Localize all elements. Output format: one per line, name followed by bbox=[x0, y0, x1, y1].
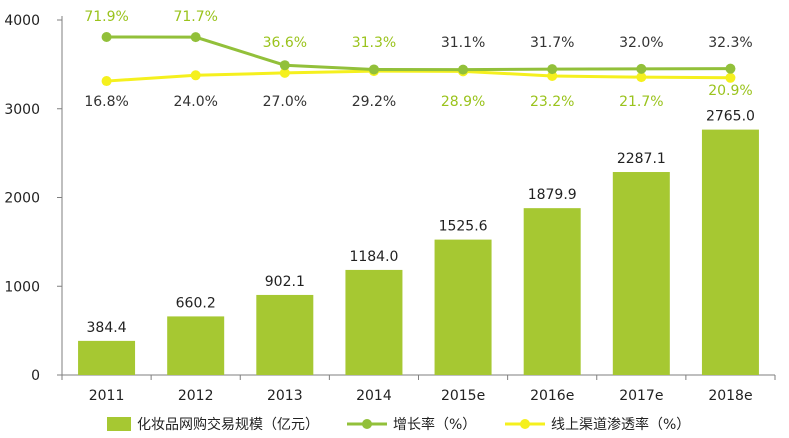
bar bbox=[523, 208, 581, 375]
growth-marker bbox=[190, 32, 201, 43]
growth-value-label: 36.6% bbox=[263, 35, 307, 51]
bar-labels: 384.4 660.2 902.1 1184.0 1525.6 1879.9 2287.1 2… bbox=[87, 109, 755, 336]
bar bbox=[345, 269, 403, 375]
penetration-value-label: 23.2% bbox=[530, 94, 574, 110]
bar-value-label: 902.1 bbox=[265, 274, 305, 290]
penetration-value-label: 20.9% bbox=[708, 83, 752, 99]
x-axis: 2011 2012 2013 2014 2015e 2016e 2017e 2018e bbox=[61, 374, 776, 404]
bars bbox=[78, 129, 759, 375]
growth-marker bbox=[368, 64, 379, 75]
penetration-value-label: 27.0% bbox=[263, 94, 307, 110]
growth-marker bbox=[725, 63, 736, 74]
bar-value-label: 1879.9 bbox=[528, 187, 577, 203]
legend-growth-label: 增长率（%） bbox=[393, 416, 476, 433]
growth-value-label: 31.7% bbox=[530, 35, 574, 51]
growth-value-label: 71.7% bbox=[173, 9, 217, 25]
bar-value-label: 2287.1 bbox=[617, 151, 666, 167]
penetration-line bbox=[106, 69, 731, 83]
legend-item-bar: 化妆品网购交易规模（亿元） bbox=[107, 416, 319, 433]
bar bbox=[256, 294, 314, 375]
growth-value-label: 31.3% bbox=[352, 35, 396, 51]
growth-value-label: 31.1% bbox=[441, 35, 485, 51]
penetration-value-label: 24.0% bbox=[173, 94, 217, 110]
y-tick-label: 4000 bbox=[4, 13, 40, 29]
bar bbox=[434, 239, 492, 375]
bar bbox=[78, 340, 136, 375]
bar bbox=[701, 129, 759, 375]
x-tick-label: 2018e bbox=[708, 388, 752, 404]
penetration-marker bbox=[190, 70, 201, 81]
growth-marker bbox=[547, 64, 558, 75]
penetration-value-label: 28.9% bbox=[441, 94, 485, 110]
growth-marker bbox=[458, 64, 469, 75]
legend-penetration-marker bbox=[520, 419, 530, 429]
rate-lines bbox=[101, 31, 736, 87]
growth-marker bbox=[279, 60, 290, 71]
penetration-marker bbox=[725, 72, 736, 83]
y-tick-label: 3000 bbox=[4, 102, 40, 118]
legend-bar-swatch bbox=[107, 417, 131, 431]
y-tick-label: 2000 bbox=[4, 191, 40, 207]
bar bbox=[612, 172, 670, 375]
growth-value-label: 71.9% bbox=[84, 9, 128, 25]
penetration-marker bbox=[101, 76, 112, 87]
growth-value-label: 32.3% bbox=[708, 35, 752, 51]
legend-growth-marker bbox=[362, 419, 372, 429]
penetration-value-label: 21.7% bbox=[619, 94, 663, 110]
x-tick-label: 2014 bbox=[356, 388, 392, 404]
growth-line bbox=[106, 35, 731, 72]
legend-penetration-label: 线上渠道渗透率（%） bbox=[551, 416, 690, 433]
bar-value-label: 2765.0 bbox=[706, 109, 755, 125]
penetration-marker bbox=[279, 67, 290, 78]
legend-item-growth: 增长率（%） bbox=[347, 416, 476, 433]
legend-item-penetration: 线上渠道渗透率（%） bbox=[505, 416, 690, 433]
y-tick-label: 1000 bbox=[4, 279, 40, 295]
rate-labels: 71.9% 71.7% 36.6% 31.3% 31.1% 31.7% 32.0% 32.3%… bbox=[84, 9, 752, 110]
x-tick-label: 2012 bbox=[178, 388, 214, 404]
x-tick-label: 2017e bbox=[619, 388, 663, 404]
legend-bar-label: 化妆品网购交易规模（亿元） bbox=[137, 416, 319, 433]
x-tick-label: 2015e bbox=[441, 388, 485, 404]
growth-marker bbox=[636, 63, 647, 74]
bar-value-label: 384.4 bbox=[87, 320, 127, 336]
x-tick-label: 2013 bbox=[267, 388, 303, 404]
legend: 化妆品网购交易规模（亿元） 增长率（%） 线上渠道渗透率（%） bbox=[107, 416, 690, 433]
x-tick-label: 2016e bbox=[530, 388, 574, 404]
x-tick-label: 2011 bbox=[89, 388, 125, 404]
y-tick-label: 0 bbox=[31, 368, 40, 384]
bar-value-label: 1525.6 bbox=[439, 219, 488, 235]
growth-value-label: 32.0% bbox=[619, 35, 663, 51]
penetration-value-label: 16.8% bbox=[84, 94, 128, 110]
bar bbox=[167, 316, 225, 375]
y-axis: 0 1000 2000 3000 4000 bbox=[4, 13, 63, 384]
penetration-marker bbox=[636, 72, 647, 83]
penetration-value-label: 29.2% bbox=[352, 94, 396, 110]
bar-value-label: 660.2 bbox=[176, 295, 216, 311]
bar-value-label: 1184.0 bbox=[349, 249, 398, 265]
growth-marker bbox=[101, 31, 112, 42]
